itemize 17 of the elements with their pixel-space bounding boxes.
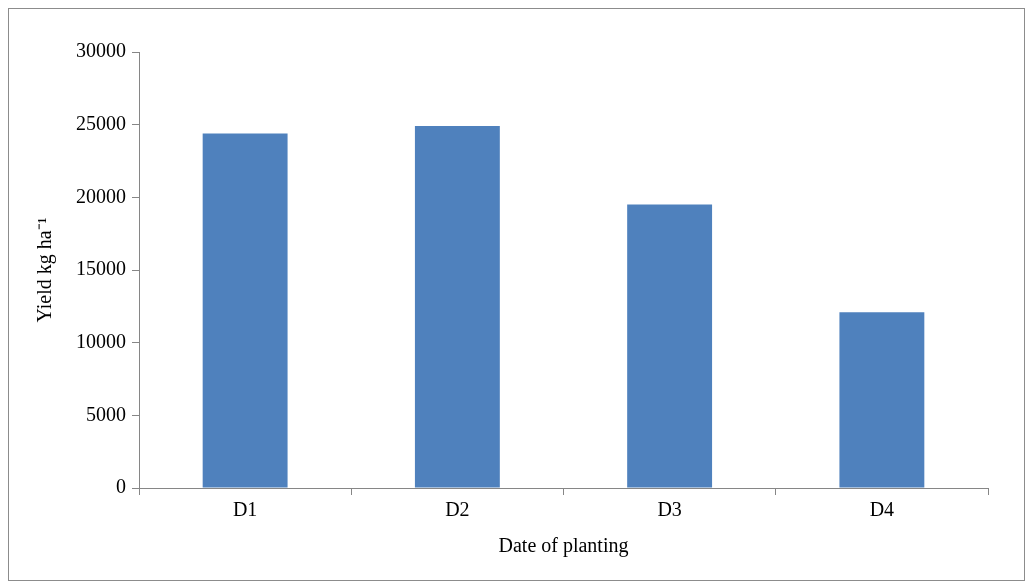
x-tick-label: D1 [232, 498, 258, 521]
x-tick-label: D4 [869, 498, 895, 521]
y-axis-title: Yield kg ha⁻¹ [33, 217, 57, 323]
x-tick-label: D3 [657, 498, 682, 521]
y-tick-label: 25000 [76, 111, 126, 134]
y-tick-label: 0 [116, 475, 126, 498]
bar [627, 204, 713, 488]
y-tick-label: 20000 [76, 184, 126, 207]
y-tick-label: 15000 [76, 257, 126, 280]
x-axis-title: Date of planting [498, 534, 629, 558]
y-tick-label: 30000 [76, 39, 126, 62]
x-tick-label: D2 [445, 498, 470, 521]
bar [202, 133, 288, 488]
bar [414, 126, 500, 488]
y-tick-label: 5000 [86, 402, 126, 425]
bar [839, 312, 925, 488]
y-tick-label: 10000 [76, 329, 126, 352]
